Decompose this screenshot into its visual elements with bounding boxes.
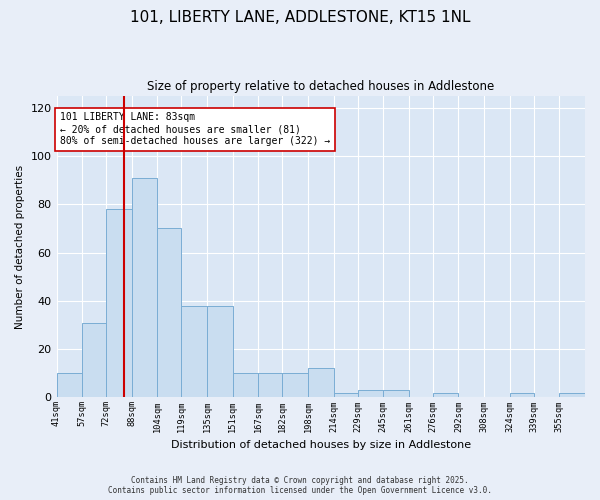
- Y-axis label: Number of detached properties: Number of detached properties: [15, 164, 25, 328]
- Bar: [157, 228, 181, 398]
- Bar: [334, 392, 358, 398]
- Bar: [308, 368, 334, 398]
- Bar: [82, 322, 106, 398]
- Bar: [259, 373, 283, 398]
- Bar: [510, 392, 534, 398]
- Bar: [233, 373, 259, 398]
- Bar: [56, 373, 82, 398]
- Text: 101 LIBERTY LANE: 83sqm
← 20% of detached houses are smaller (81)
80% of semi-de: 101 LIBERTY LANE: 83sqm ← 20% of detache…: [60, 112, 330, 146]
- Text: Contains HM Land Registry data © Crown copyright and database right 2025.
Contai: Contains HM Land Registry data © Crown c…: [108, 476, 492, 495]
- Bar: [433, 392, 458, 398]
- Bar: [132, 178, 157, 398]
- Bar: [207, 306, 233, 398]
- Bar: [106, 209, 132, 398]
- Bar: [559, 392, 585, 398]
- Bar: [383, 390, 409, 398]
- X-axis label: Distribution of detached houses by size in Addlestone: Distribution of detached houses by size …: [171, 440, 471, 450]
- Text: 101, LIBERTY LANE, ADDLESTONE, KT15 1NL: 101, LIBERTY LANE, ADDLESTONE, KT15 1NL: [130, 10, 470, 25]
- Title: Size of property relative to detached houses in Addlestone: Size of property relative to detached ho…: [147, 80, 494, 93]
- Bar: [358, 390, 383, 398]
- Bar: [283, 373, 308, 398]
- Bar: [181, 306, 207, 398]
